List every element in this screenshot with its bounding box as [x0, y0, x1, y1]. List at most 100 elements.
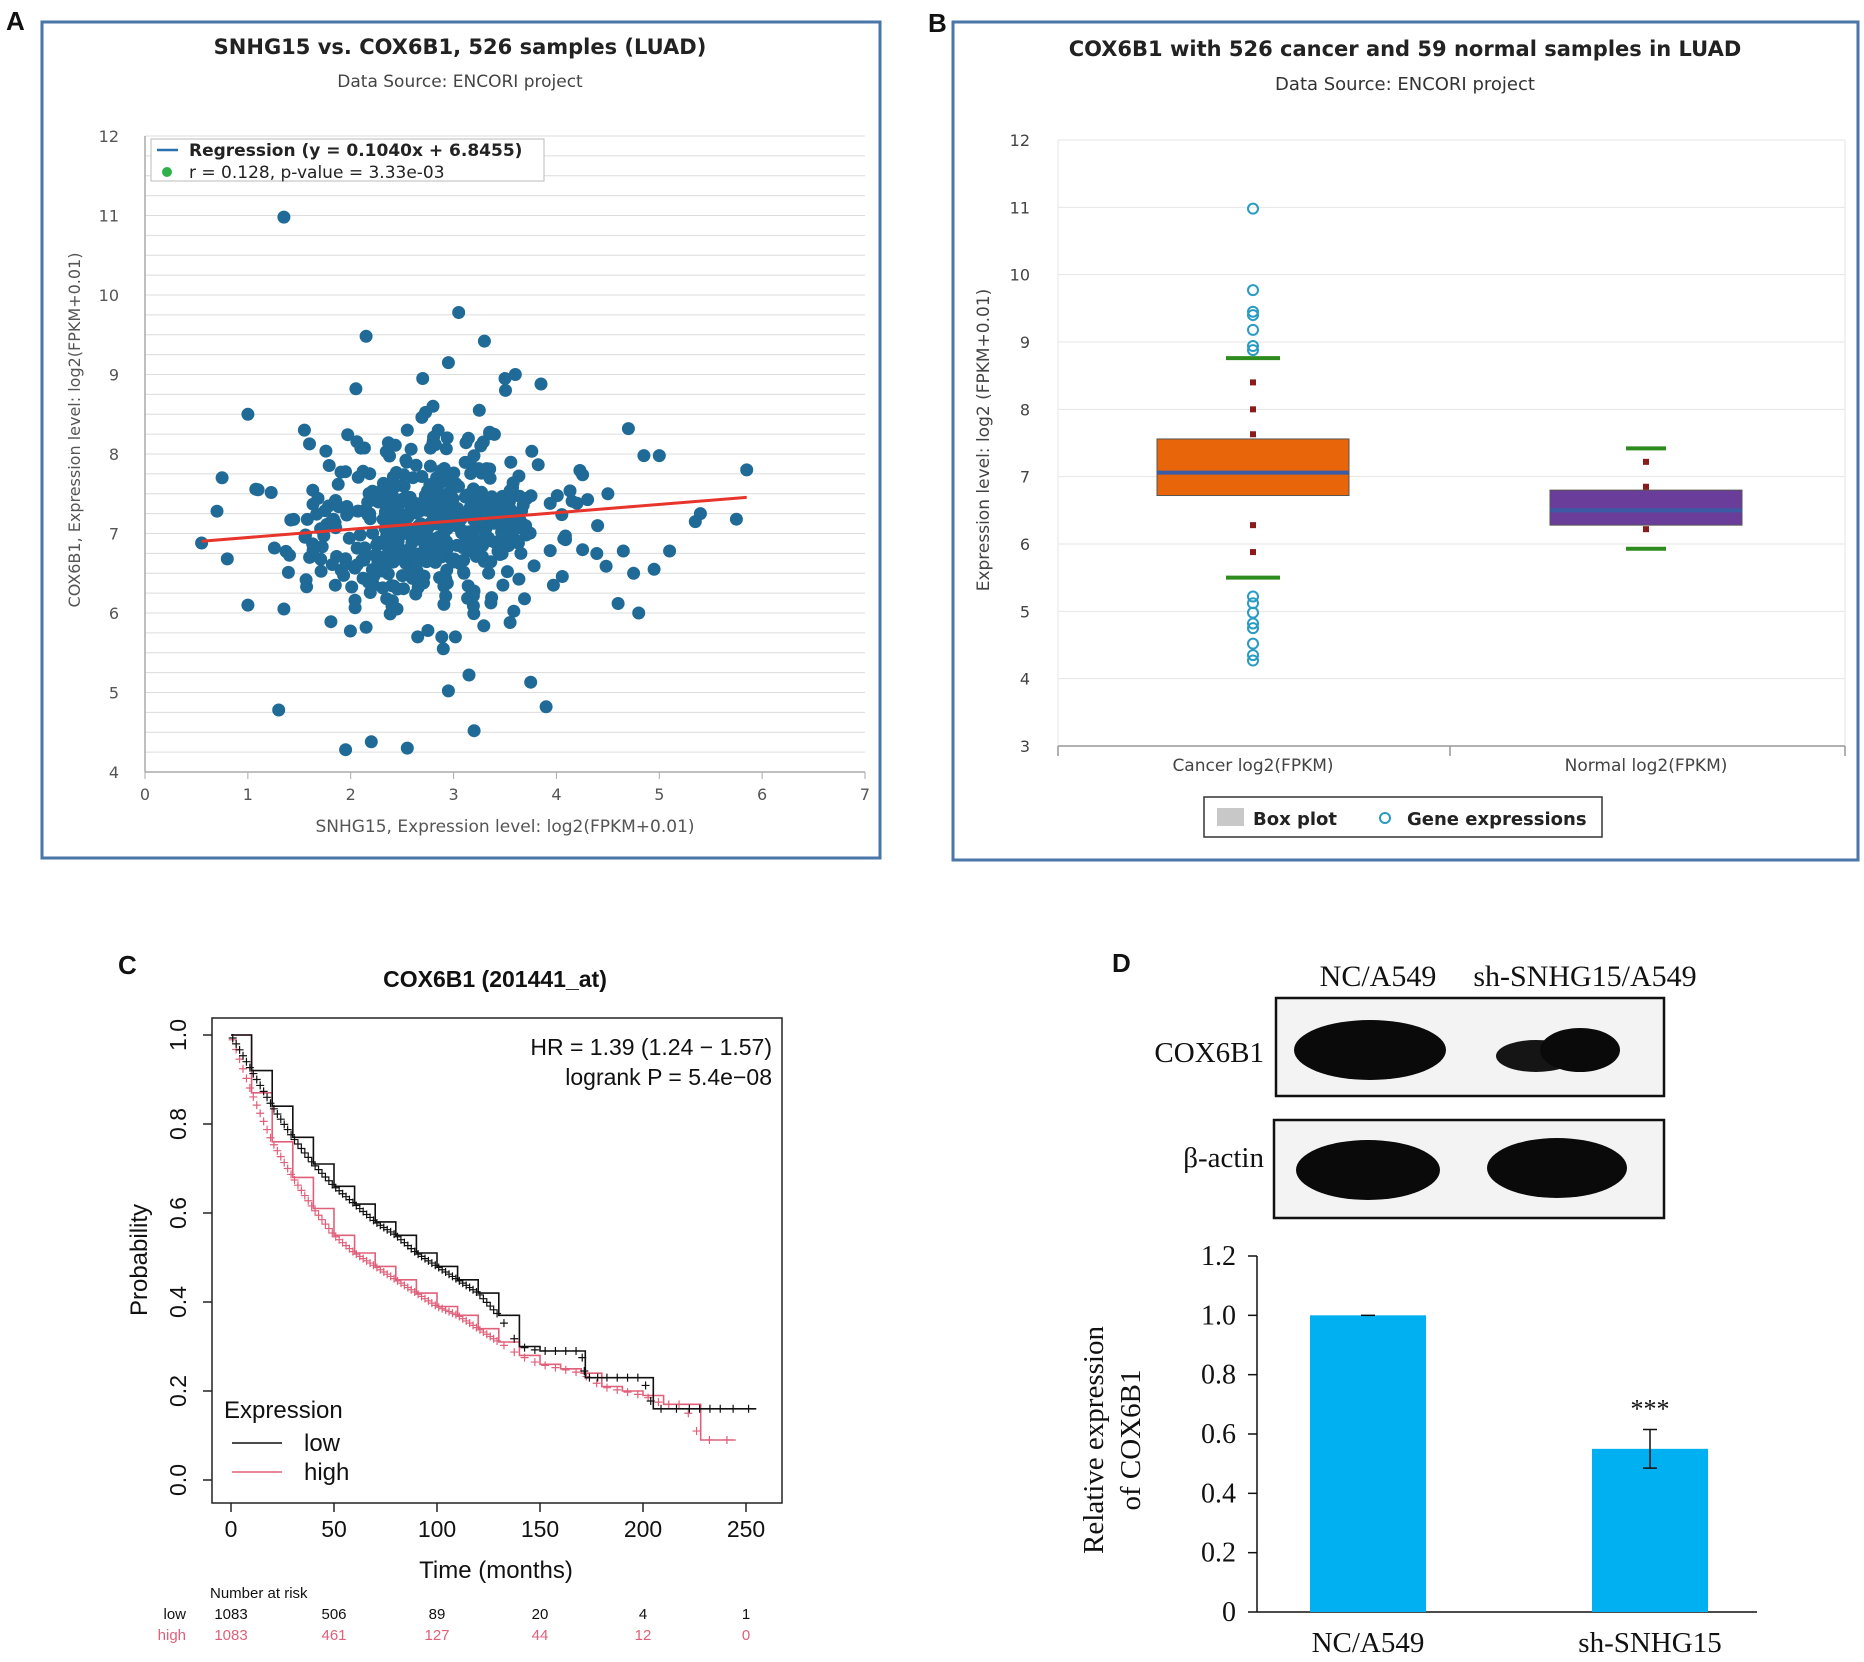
scatter-point	[543, 544, 557, 558]
km-legend-high-label: high	[304, 1459, 349, 1486]
km-censor-mark	[633, 1373, 642, 1382]
risk-row-low-label: low	[163, 1606, 186, 1623]
scatter-point	[452, 479, 465, 493]
km-censor-mark	[287, 1130, 296, 1139]
km-censor-mark	[256, 1081, 265, 1090]
km-censor-mark	[324, 1176, 333, 1185]
scatter-y-tick-label: 7	[109, 525, 119, 544]
scatter-point	[590, 547, 604, 560]
risk-value-low: 20	[532, 1606, 549, 1623]
km-censor-mark	[293, 1181, 302, 1190]
box-outlier	[1247, 284, 1259, 297]
panel-d-bar-chart: 00.20.40.60.81.01.2 NC/A549***sh-SNHG15 …	[1078, 1241, 1757, 1659]
scatter-point	[348, 593, 362, 607]
scatter-point	[563, 484, 577, 498]
scatter-point	[341, 428, 355, 442]
scatter-point	[337, 568, 351, 582]
risk-value-high: 461	[321, 1627, 346, 1644]
scatter-point	[287, 512, 301, 526]
km-x-tick-label: 50	[321, 1516, 347, 1542]
box-outlier	[1247, 309, 1259, 322]
km-risk-table: Number at risk low high 1083 506 89 20 4 1108…	[158, 1585, 751, 1644]
km-censor-mark	[242, 1074, 251, 1083]
regression-legend-label: Regression (y = 0.1040x + 6.8455)	[189, 141, 522, 161]
km-y-tick-label: 0.6	[165, 1197, 191, 1229]
scatter-y-tick-label: 4	[109, 763, 119, 782]
km-censor-mark	[259, 1117, 268, 1126]
scatter-point	[519, 519, 533, 533]
scatter-point	[439, 442, 453, 456]
scatter-point	[436, 642, 450, 656]
box-body	[1549, 489, 1743, 526]
scatter-point	[322, 459, 336, 472]
scatter-point	[349, 382, 363, 396]
scatter-point	[361, 575, 375, 589]
panel-d-western-blot: NC/A549 sh-SNHG15/A549 COX6B1 β-actin	[1154, 960, 1697, 1220]
blot-row-actin: β-actin	[1183, 1142, 1264, 1174]
scatter-y-tick-label: 6	[109, 604, 119, 623]
scatter-point	[297, 423, 311, 437]
scatter-point	[487, 427, 501, 441]
km-censor-mark	[239, 1051, 248, 1060]
km-censor-mark	[280, 1120, 289, 1129]
scatter-x-tick-label: 5	[654, 785, 664, 804]
scatter-x-tick-label: 0	[140, 785, 150, 804]
scatter-point	[400, 455, 414, 469]
km-plot-frame	[211, 1017, 783, 1504]
km-censor-mark	[541, 1361, 550, 1370]
panel-label-d: D	[1112, 948, 1131, 978]
scatter-point	[455, 554, 469, 568]
risk-table-values: 1083 506 89 20 4 1 1083 461 127 44 12 0	[214, 1606, 750, 1644]
box-body	[1156, 438, 1350, 497]
box-outlier	[1247, 344, 1259, 357]
km-censor-mark	[256, 1109, 265, 1118]
km-x-tick-label: 250	[727, 1516, 765, 1542]
blot-column-sh: sh-SNHG15/A549	[1473, 960, 1696, 993]
scatter-y-label: COX6B1, Expression level: log2(FPKM+0.01…	[65, 253, 84, 608]
km-censor-mark	[249, 1069, 258, 1078]
scatter-point	[386, 489, 400, 503]
scatter-point	[463, 455, 477, 469]
km-censor-mark	[307, 1157, 316, 1166]
scatter-point	[220, 552, 234, 566]
scatter-point	[420, 555, 434, 569]
scatter-point	[325, 558, 339, 571]
km-censor-mark	[672, 1404, 681, 1413]
scatter-point	[525, 444, 539, 458]
km-censor-mark	[287, 1170, 296, 1179]
bar-category-label: sh-SNHG15	[1578, 1627, 1721, 1659]
scatter-point	[351, 504, 365, 518]
scatter-point	[555, 508, 569, 522]
km-curves	[228, 1033, 757, 1444]
scatter-point	[277, 602, 291, 616]
panel-b-boxplot: COX6B1 with 526 cancer and 59 normal sam…	[951, 20, 1860, 862]
km-censor-mark	[541, 1346, 550, 1355]
box-outlier	[1247, 637, 1259, 650]
boxplot-y-tick-label: 3	[1020, 737, 1030, 756]
scatter-point	[210, 504, 224, 518]
boxplot-legend-label: Box plot	[1253, 809, 1337, 830]
box-marker	[1250, 549, 1256, 556]
scatter-point	[391, 582, 405, 596]
km-censor-mark	[705, 1404, 714, 1413]
scatter-point	[331, 477, 345, 491]
scatter-point	[428, 438, 442, 452]
scatter-point	[334, 465, 348, 479]
km-censor-mark	[304, 1153, 313, 1162]
km-censor-mark	[716, 1404, 725, 1413]
scatter-point	[514, 546, 528, 560]
scatter-point	[353, 528, 367, 542]
scatter-point	[426, 399, 440, 413]
km-censor-mark	[314, 1165, 323, 1174]
km-step-line	[231, 1034, 736, 1441]
scatter-point	[448, 630, 462, 644]
km-censor-mark	[317, 1169, 326, 1178]
km-censor-mark	[314, 1211, 323, 1220]
scatter-x-tick-label: 2	[346, 785, 356, 804]
panel-a-scatter: SNHG15 vs. COX6B1, 526 samples (LUAD) Da…	[40, 20, 882, 860]
scatter-point	[314, 564, 328, 578]
km-censor-mark	[572, 1368, 581, 1377]
scatter-point	[503, 533, 517, 547]
risk-value-low: 4	[639, 1606, 647, 1623]
bar-y-label-line1: Relative expression	[1078, 1326, 1110, 1554]
